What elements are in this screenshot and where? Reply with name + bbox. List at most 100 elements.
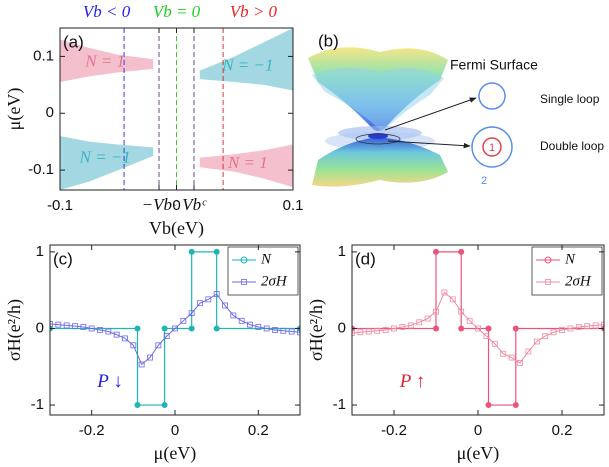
loop-index: 2 <box>481 175 487 187</box>
marker <box>238 317 245 324</box>
y-tick-label: 0 <box>338 319 346 336</box>
marker <box>533 338 540 345</box>
marker <box>458 248 465 255</box>
marker <box>374 327 381 334</box>
annotation: P ↓ <box>96 371 123 392</box>
marker <box>485 402 492 409</box>
marker <box>272 327 278 333</box>
marker <box>113 331 120 338</box>
marker <box>188 325 195 332</box>
legend-marker <box>545 279 551 285</box>
marker <box>138 361 145 368</box>
marker <box>161 325 168 332</box>
marker <box>433 248 439 255</box>
marker <box>433 325 439 332</box>
marker <box>188 248 195 255</box>
x-tick-label: -0.2 <box>381 422 407 439</box>
marker <box>567 325 574 332</box>
marker <box>172 325 178 332</box>
x-tick-label: Vbᶜ <box>182 195 207 214</box>
marker <box>180 317 187 324</box>
x-tick-label: 0 <box>171 422 179 439</box>
marker <box>188 310 195 317</box>
marker <box>550 329 557 336</box>
series-line <box>50 251 300 406</box>
x-tick-label: 0.2 <box>552 422 573 439</box>
marker <box>80 324 87 330</box>
series-line <box>352 251 604 406</box>
panel-label: (a) <box>63 32 84 51</box>
marker <box>155 342 162 349</box>
band-structure-illustration <box>308 47 513 187</box>
marker <box>122 335 128 342</box>
marker <box>134 402 141 409</box>
marker <box>365 328 372 335</box>
marker <box>230 312 237 319</box>
loop-label: Single loop <box>540 92 600 106</box>
marker <box>213 325 220 332</box>
marker <box>424 315 431 322</box>
legend-label: 2σH <box>565 273 592 289</box>
marker <box>458 325 465 332</box>
marker <box>197 300 203 307</box>
marker <box>491 340 498 347</box>
x-tick-label: 0 <box>172 197 180 214</box>
header: Vb < 0 <box>83 2 131 21</box>
marker <box>592 322 599 329</box>
y-tick-label: 1 <box>338 243 346 260</box>
y-tick-label: -1 <box>31 396 44 413</box>
marker <box>263 325 270 332</box>
marker <box>483 333 490 340</box>
marker <box>475 325 481 332</box>
marker <box>63 322 70 329</box>
marker <box>161 402 168 409</box>
y-tick-label: -0.1 <box>28 161 54 178</box>
marker <box>357 329 364 336</box>
marker <box>508 354 515 361</box>
marker <box>88 325 95 332</box>
region <box>60 39 154 82</box>
marker <box>559 327 565 333</box>
region-label: N = 1 <box>227 153 268 172</box>
marker <box>485 325 492 332</box>
marker <box>407 322 414 329</box>
marker <box>525 348 532 355</box>
region-label: N = −1 <box>78 147 130 166</box>
marker <box>247 321 253 328</box>
plot-area <box>352 248 604 409</box>
marker <box>352 330 355 336</box>
panel-label: (b) <box>318 31 339 50</box>
x-axis-label: Vb(eV) <box>149 218 204 239</box>
region <box>199 144 293 188</box>
marker <box>147 354 153 361</box>
marker <box>163 333 170 340</box>
marker <box>500 350 507 357</box>
x-axis-label: μ(eV) <box>154 443 197 464</box>
y-axis-label: σH(e²/h) <box>306 299 327 361</box>
marker <box>288 328 295 335</box>
marker <box>213 248 220 255</box>
marker <box>280 327 287 334</box>
fermi-title: Fermi Surface <box>450 57 538 73</box>
marker <box>255 324 262 330</box>
marker <box>441 289 448 296</box>
x-tick-label: −Vbᶜ <box>142 195 178 214</box>
region-label: N = −1 <box>221 56 273 75</box>
x-tick-label: 0 <box>474 422 482 439</box>
legend-label: N <box>260 251 272 267</box>
marker <box>105 328 112 335</box>
y-axis-label: μ(eV) <box>4 88 25 131</box>
marker <box>97 327 103 333</box>
marker <box>50 320 53 327</box>
x-tick-label: -0.2 <box>79 422 105 439</box>
x-axis-label: μ(eV) <box>457 443 500 464</box>
x-tick-label: 0.2 <box>248 422 269 439</box>
plot-area <box>60 28 293 190</box>
marker <box>466 317 473 324</box>
legend-label: N <box>564 251 576 267</box>
marker <box>130 342 137 349</box>
marker <box>72 323 78 330</box>
series-line <box>50 293 300 366</box>
marker <box>512 402 519 409</box>
